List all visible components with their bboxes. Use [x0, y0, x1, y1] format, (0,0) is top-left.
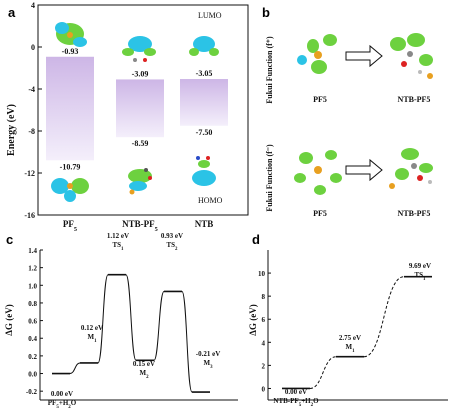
ntbpf5-fukui-plus: [390, 33, 433, 79]
transition-connector: [309, 356, 337, 389]
gap-bar: [180, 79, 228, 126]
energy-value-label: 0.00 eV: [285, 388, 307, 396]
energy-value-label: 9.69 eV: [409, 262, 431, 270]
lumo-label: LUMO: [198, 11, 222, 20]
energy-value-label: 0.93 eV: [161, 232, 183, 240]
arrow-top: [345, 44, 383, 68]
panel-a-y-axis: -16 -12 -8 -4 0 4: [24, 1, 42, 220]
fukui-bottom-left-mol: PF5: [313, 209, 327, 218]
panel-a-frame: [37, 4, 249, 216]
panel-d-y-axis: 0 2 4 6 8 10: [258, 250, 448, 401]
ntb-homo-orbital: [192, 156, 216, 186]
pf5-fukui-minus: [294, 150, 342, 195]
lumo-value-label: -0.93: [62, 47, 79, 56]
arrow-bottom: [345, 158, 383, 182]
energy-value-label: 1.12 eV: [107, 232, 129, 240]
y-tick-label: 0.4: [28, 335, 37, 343]
lumo-value-label: -3.09: [132, 69, 149, 78]
transition-connector: [69, 362, 81, 375]
homo-label: HOMO: [198, 196, 223, 205]
panel-c: c -0.2 0.0 0.2 0.4 0.6 0.8 1.0 1.2 1.4 0.00 eVPF…: [4, 232, 238, 410]
y-tick-label: 0: [262, 385, 266, 393]
category-label: PF5: [63, 219, 77, 233]
y-tick-label: 1.0: [28, 282, 37, 290]
state-label: TS1: [414, 271, 426, 282]
lumo-value-label: -3.05: [196, 69, 213, 78]
state-label: M1: [87, 333, 97, 344]
y-tick-label: 6: [262, 316, 266, 324]
y-tick-label: -12: [24, 169, 35, 178]
y-tick-label: 1.4: [28, 247, 37, 255]
y-tick-label: 2: [262, 362, 266, 370]
homo-value-label: -7.50: [196, 128, 213, 137]
y-tick-label: -4: [28, 85, 35, 94]
pf5-lumo-orbital: [55, 22, 87, 47]
y-tick-label: 1.2: [28, 265, 37, 273]
panel-c-y-axis: -0.2 0.0 0.2 0.4 0.6 0.8 1.0 1.2 1.4: [26, 247, 238, 401]
energy-value-label: 0.15 eV: [133, 360, 155, 368]
panel-c-y-label: ΔG (eV): [4, 304, 14, 335]
state-label: M2: [139, 369, 149, 380]
ntbpf5-fukui-minus: [389, 148, 433, 189]
panel-label-c: c: [6, 232, 13, 247]
transition-connector: [153, 290, 165, 361]
gap-bar: [116, 79, 164, 138]
state-label: NTB-PF5+H2O: [273, 397, 319, 408]
panel-a-y-label: Energy (eV): [6, 104, 17, 156]
state-label: PF5+H2O: [48, 399, 77, 410]
panel-label-a: a: [8, 5, 16, 20]
state-label: M1: [345, 343, 355, 354]
y-tick-label: 0.8: [28, 300, 37, 308]
state-label: M3: [203, 359, 213, 370]
panel-a-bars: -0.93 -10.79 PF5 -3.09 -8.59 NTB-PF5 -3.05 -7.5…: [46, 47, 228, 233]
state-label: TS1: [112, 241, 124, 252]
y-tick-label: 8: [262, 293, 266, 301]
transition-connector: [363, 276, 405, 358]
transition-connector: [125, 274, 137, 361]
transition-connector: [181, 290, 193, 393]
energy-value-label: -0.21 eV: [196, 350, 221, 358]
y-tick-label: -8: [28, 127, 35, 136]
energy-value-label: 0.12 eV: [81, 324, 103, 332]
panel-b: b Fukui Function (f⁺) Fukui Function (f⁻…: [262, 5, 433, 218]
homo-value-label: -8.59: [132, 139, 149, 148]
pf5-fukui-plus: [297, 34, 337, 74]
fukui-top-left-mol: PF5: [313, 95, 327, 104]
homo-value-label: -10.79: [60, 162, 81, 171]
ntb-lumo-orbital: [189, 36, 219, 56]
y-tick-label: 0.6: [28, 318, 37, 326]
category-label: NTB-PF5: [122, 219, 158, 233]
fukui-top-right-mol: NTB-PF5: [398, 95, 431, 104]
transition-connector: [97, 274, 109, 364]
panel-label-d: d: [252, 232, 260, 247]
y-tick-label: -16: [24, 211, 35, 220]
panel-label-b: b: [262, 5, 270, 20]
y-tick-label: 10: [258, 270, 266, 278]
category-label: NTB: [195, 219, 214, 229]
y-tick-label: 0.2: [28, 353, 37, 361]
ntbpf5-lumo-orbital: [122, 36, 156, 62]
panel-d-y-label: ΔG (eV): [248, 304, 258, 335]
y-tick-label: 0: [31, 43, 35, 52]
fukui-minus-label: Fukui Function (f⁻): [265, 144, 274, 212]
state-label: TS2: [166, 241, 178, 252]
fukui-plus-label: Fukui Function (f⁺): [265, 36, 274, 104]
fukui-bottom-right-mol: NTB-PF5: [398, 209, 431, 218]
gap-bar: [46, 56, 94, 161]
panel-a: a -16 -12 -8 -4 0 4 -0.93 -10.79 PF5 -3.09 -8.59 N…: [6, 1, 249, 233]
y-tick-label: 4: [262, 339, 266, 347]
ntbpf5-homo-orbital: [128, 168, 152, 195]
energy-value-label: 0.00 eV: [51, 390, 73, 398]
y-tick-label: -0.2: [26, 388, 38, 396]
y-tick-label: 0.0: [28, 371, 37, 379]
y-tick-label: 4: [31, 1, 35, 10]
energy-value-label: 2.75 eV: [339, 334, 361, 342]
pf5-homo-orbital: [51, 178, 89, 202]
